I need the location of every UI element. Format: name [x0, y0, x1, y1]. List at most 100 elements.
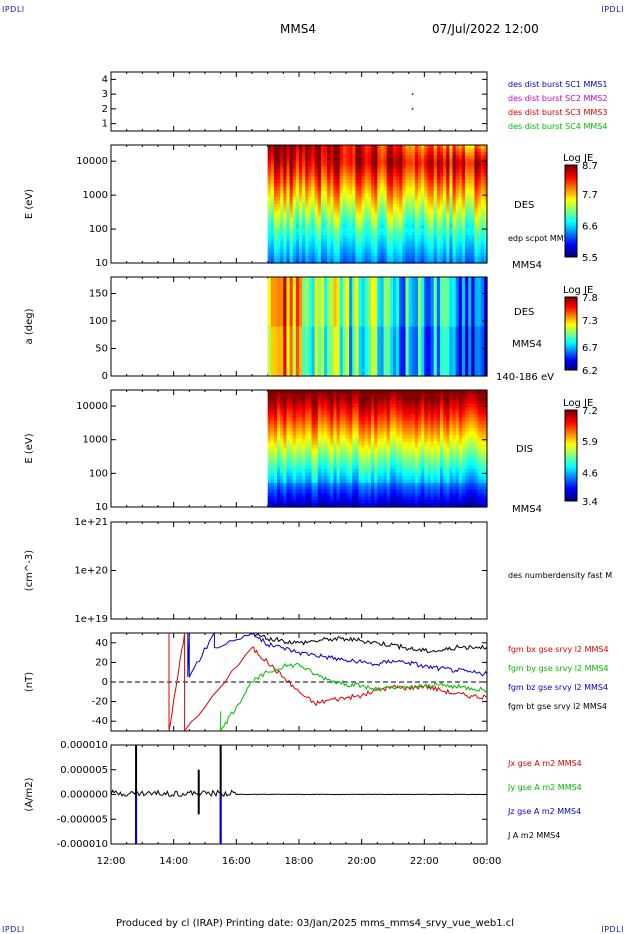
b-legend-0: fgm bx gse srvy l2 MMS4: [508, 645, 609, 654]
x-tick-label-5: 22:00: [410, 856, 439, 867]
y-axis-label-6: (A/m2): [24, 777, 35, 811]
y-tick-label-des-e-2: 100: [89, 224, 108, 235]
y-tick-label-des-e-0: 10000: [76, 156, 108, 167]
corner-label-top-right: IPDLI: [601, 5, 624, 14]
burst-mark-0: [411, 93, 414, 96]
j-legend-3: J A m2 MMS4: [507, 831, 560, 840]
colorbar-frame-1: [564, 164, 578, 258]
colorbar-tick-1-0: 8.7: [582, 161, 598, 172]
y-tick-label-pa-0: 150: [89, 289, 108, 300]
corner-label-bottom-right: IPDLI: [601, 925, 624, 934]
pa-label-species: DES: [514, 307, 534, 318]
colorbar-1: [565, 165, 577, 258]
b-legend-2: fgm bz gse srvy l2 MMS4: [508, 683, 608, 692]
colorbar-tick-3-2: 4.6: [582, 468, 598, 479]
y-tick-label-j-3: -0.000005: [57, 814, 108, 825]
y-axis-label-2: a (deg): [24, 308, 35, 344]
burst-legend-2: des dist burst SC3 MMS3: [508, 108, 607, 117]
y-tick-label-burst-3: 4: [102, 74, 108, 85]
y-tick-label-burst-1: 2: [102, 104, 108, 115]
pa-label-sc: MMS4: [512, 339, 542, 350]
colorbar-title-3: Log JE: [563, 398, 593, 409]
colorbar-tick-1-3: 5.5: [582, 253, 598, 264]
dis-label-species: DIS: [516, 444, 533, 455]
burst-legend-3: des dist burst SC4 MMS4: [508, 122, 607, 131]
datetime-title: 07/Jul/2022 12:00: [432, 22, 539, 36]
y-tick-label-j-4: -0.000010: [57, 839, 108, 850]
x-tick-label-6: 00:00: [473, 856, 502, 867]
des-e-label-species: DES: [514, 200, 534, 211]
panel-frame-4: [110, 521, 488, 620]
y-tick-label-dis-e-2: 100: [89, 468, 108, 479]
x-tick-label-1: 14:00: [159, 856, 188, 867]
x-tick-label-4: 20:00: [347, 856, 376, 867]
colorbar-tick-2-3: 6.2: [582, 366, 598, 377]
colorbar-frame-3: [564, 409, 578, 502]
colorbar-frame-2: [564, 296, 578, 371]
footer-credit: Produced by cl (IRAP) Printing date: 03/…: [115, 918, 515, 929]
y-tick-label-des-e-3: 10: [95, 258, 108, 269]
j-legend-0: Jx gse A m2 MMS4: [507, 759, 582, 768]
x-tick-label-2: 16:00: [222, 856, 251, 867]
colorbar-2: [565, 297, 577, 371]
y-tick-label-des-e-1: 1000: [83, 190, 108, 201]
y-tick-label-pa-3: 0: [102, 371, 108, 382]
colorbar-tick-1-2: 6.6: [582, 221, 598, 232]
des-e-label-sc: MMS4: [512, 260, 542, 271]
b-series-line-2: [187, 631, 488, 678]
y-tick-label-dis-e-1: 1000: [83, 435, 108, 446]
b-legend-1: fgm by gse srvy l2 MMS4: [508, 664, 609, 673]
y-tick-label-dens-1: 1e+20: [74, 566, 108, 577]
y-tick-label-b-3: -20: [92, 697, 108, 708]
y-tick-label-j-2: 0.000000: [60, 790, 108, 801]
b-series-line-3: [252, 632, 488, 654]
colorbar-tick-2-0: 7.8: [582, 293, 598, 304]
b-legend-3: fgm bt gse srvy l2 MMS4: [508, 702, 607, 711]
burst-mark-1: [411, 107, 414, 110]
colorbar-tick-3-1: 5.9: [582, 437, 598, 448]
colorbar-tick-2-2: 6.7: [582, 343, 598, 354]
des-e-label-scpot: edp scpot MMS4: [508, 234, 574, 243]
y-tick-label-b-1: 20: [95, 657, 108, 668]
j-legend-2: Jz gse A m2 MMS4: [507, 807, 581, 816]
b-series-line-1: [220, 662, 488, 732]
y-tick-label-burst-2: 3: [102, 89, 108, 100]
y-tick-label-pa-2: 50: [95, 344, 108, 355]
density-series-label: des numberdensity fast M: [508, 571, 612, 580]
colorbar-tick-1-1: 7.7: [582, 190, 598, 201]
y-axis-label-1: E (eV): [24, 189, 35, 219]
colorbar-tick-3-3: 3.4: [582, 497, 598, 508]
b-series-line-0: [168, 632, 488, 733]
y-tick-label-b-0: 40: [95, 638, 108, 649]
j-total-line: [110, 789, 486, 798]
burst-legend-0: des dist burst SC1 MMS1: [508, 80, 607, 89]
panel-border-1: [110, 144, 488, 264]
panel-border-3: [110, 389, 488, 508]
y-tick-label-j-1: 0.000005: [60, 765, 108, 776]
y-tick-label-j-0: 0.000010: [60, 740, 108, 751]
y-tick-label-dis-e-0: 10000: [76, 401, 108, 412]
y-tick-label-dis-e-3: 10: [95, 502, 108, 513]
pa-label-energy: 140-186 eV: [496, 372, 554, 383]
heatmap-1: [267, 145, 488, 264]
y-tick-label-dens-0: 1e+21: [74, 517, 108, 528]
y-tick-label-pa-1: 100: [89, 316, 108, 327]
dis-label-sc: MMS4: [512, 504, 542, 515]
heatmap-3: [267, 390, 488, 508]
colorbar-tick-3-0: 7.2: [582, 406, 598, 417]
y-axis-label-3: E (eV): [24, 433, 35, 463]
y-tick-label-b-4: -40: [92, 716, 108, 727]
panel-frame-0: [110, 71, 488, 132]
corner-label-top-left: IPDLI: [2, 5, 25, 14]
colorbar-tick-2-1: 7.3: [582, 316, 598, 327]
colorbar-3: [565, 410, 577, 502]
y-tick-label-burst-0: 1: [102, 119, 108, 130]
x-tick-label-3: 18:00: [285, 856, 314, 867]
spacecraft-title: MMS4: [280, 22, 316, 36]
y-tick-label-dens-2: 1e+19: [74, 614, 108, 625]
summary-plot-svg: 1 2 3 4 des dist burst SC1 MMS1 des dist burs…: [24, 71, 612, 867]
heatmap-2: [267, 277, 488, 377]
colorbar-title-1: Log JE: [563, 153, 593, 164]
x-tick-label-0: 12:00: [97, 856, 126, 867]
